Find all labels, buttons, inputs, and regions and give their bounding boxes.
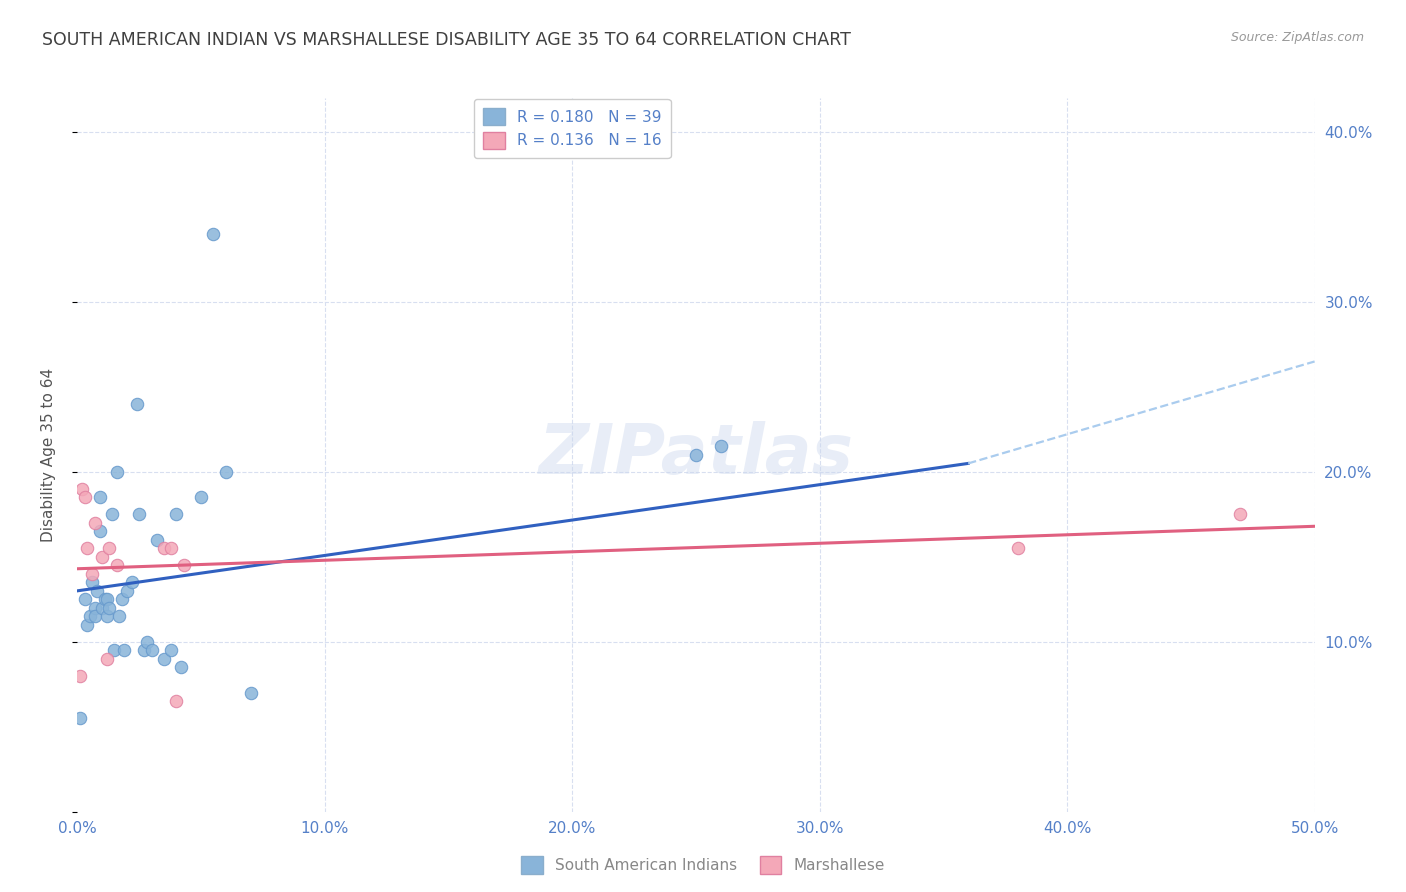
Point (72, 482, 94, 496)
Point (96, 609, 118, 624)
Point (69, 711, 91, 725)
Point (101, 508, 124, 522)
Point (76, 617, 98, 632)
Point (135, 635, 157, 649)
Point (83, 609, 105, 624)
Point (141, 643, 163, 657)
Point (165, 694, 187, 708)
Point (76, 541, 98, 556)
Point (239, 686, 262, 700)
Point (170, 660, 193, 674)
Text: SOUTH AMERICAN INDIAN VS MARSHALLESE DISABILITY AGE 35 TO 64 CORRELATION CHART: SOUTH AMERICAN INDIAN VS MARSHALLESE DIS… (42, 31, 851, 49)
Point (82, 575, 104, 590)
Point (153, 652, 176, 666)
Legend: R = 0.180   N = 39, R = 0.136   N = 16: R = 0.180 N = 39, R = 0.136 N = 16 (474, 99, 671, 159)
Point (173, 558, 195, 573)
Point (160, 541, 183, 556)
Point (79, 609, 101, 624)
Point (73, 592, 96, 607)
Y-axis label: Disability Age 35 to 64: Disability Age 35 to 64 (42, 368, 56, 542)
Point (91, 600, 114, 615)
Point (69, 669, 91, 683)
Point (112, 643, 135, 657)
Point (160, 643, 183, 657)
Point (145, 533, 167, 547)
Point (93, 592, 115, 607)
Point (202, 227, 225, 241)
Point (96, 592, 118, 607)
Point (165, 508, 187, 522)
Legend: South American Indians, Marshallese: South American Indians, Marshallese (515, 850, 891, 880)
Point (710, 439, 733, 453)
Point (105, 465, 128, 479)
Point (1229, 508, 1251, 522)
Text: ZIPatlas: ZIPatlas (538, 421, 853, 489)
Point (91, 549, 114, 564)
Point (103, 643, 125, 657)
Point (215, 465, 238, 479)
Point (83, 516, 105, 530)
Point (121, 575, 143, 590)
Point (125, 397, 148, 411)
Point (89, 491, 111, 505)
Point (73, 491, 96, 505)
Point (111, 592, 134, 607)
Point (1007, 541, 1029, 556)
Point (190, 491, 212, 505)
Point (105, 558, 128, 573)
Point (82, 566, 104, 581)
Point (89, 524, 111, 539)
Text: Source: ZipAtlas.com: Source: ZipAtlas.com (1230, 31, 1364, 45)
Point (153, 541, 176, 556)
Point (98, 600, 121, 615)
Point (98, 541, 121, 556)
Point (86, 583, 108, 598)
Point (96, 652, 118, 666)
Point (108, 609, 131, 624)
Point (685, 448, 707, 462)
Point (83, 600, 105, 615)
Point (128, 508, 150, 522)
Point (115, 583, 138, 598)
Point (134, 643, 156, 657)
